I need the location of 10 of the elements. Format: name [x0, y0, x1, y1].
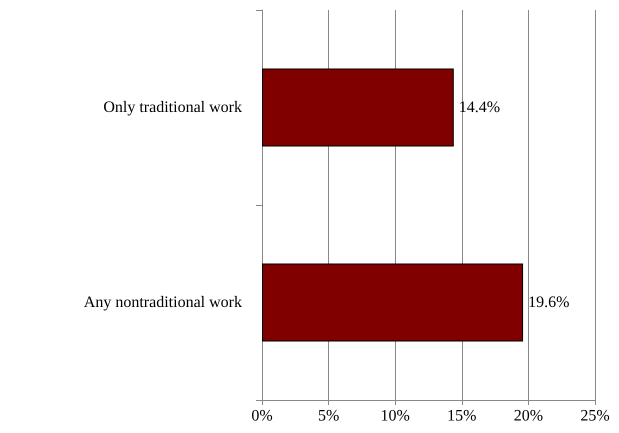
x-tick-label: 20%: [514, 408, 544, 424]
x-tick-label: 10%: [380, 408, 410, 424]
x-tick-label: 5%: [318, 408, 340, 424]
x-tick-label: 15%: [447, 408, 476, 424]
data-label: 14.4%: [458, 99, 500, 116]
y-tick-label: Only traditional work: [103, 99, 242, 116]
x-tick-label: 0%: [251, 408, 273, 424]
y-tick-label: Any nontraditional work: [84, 294, 242, 311]
data-label: 19.6%: [528, 294, 570, 311]
x-tick-label: 25%: [580, 408, 610, 424]
